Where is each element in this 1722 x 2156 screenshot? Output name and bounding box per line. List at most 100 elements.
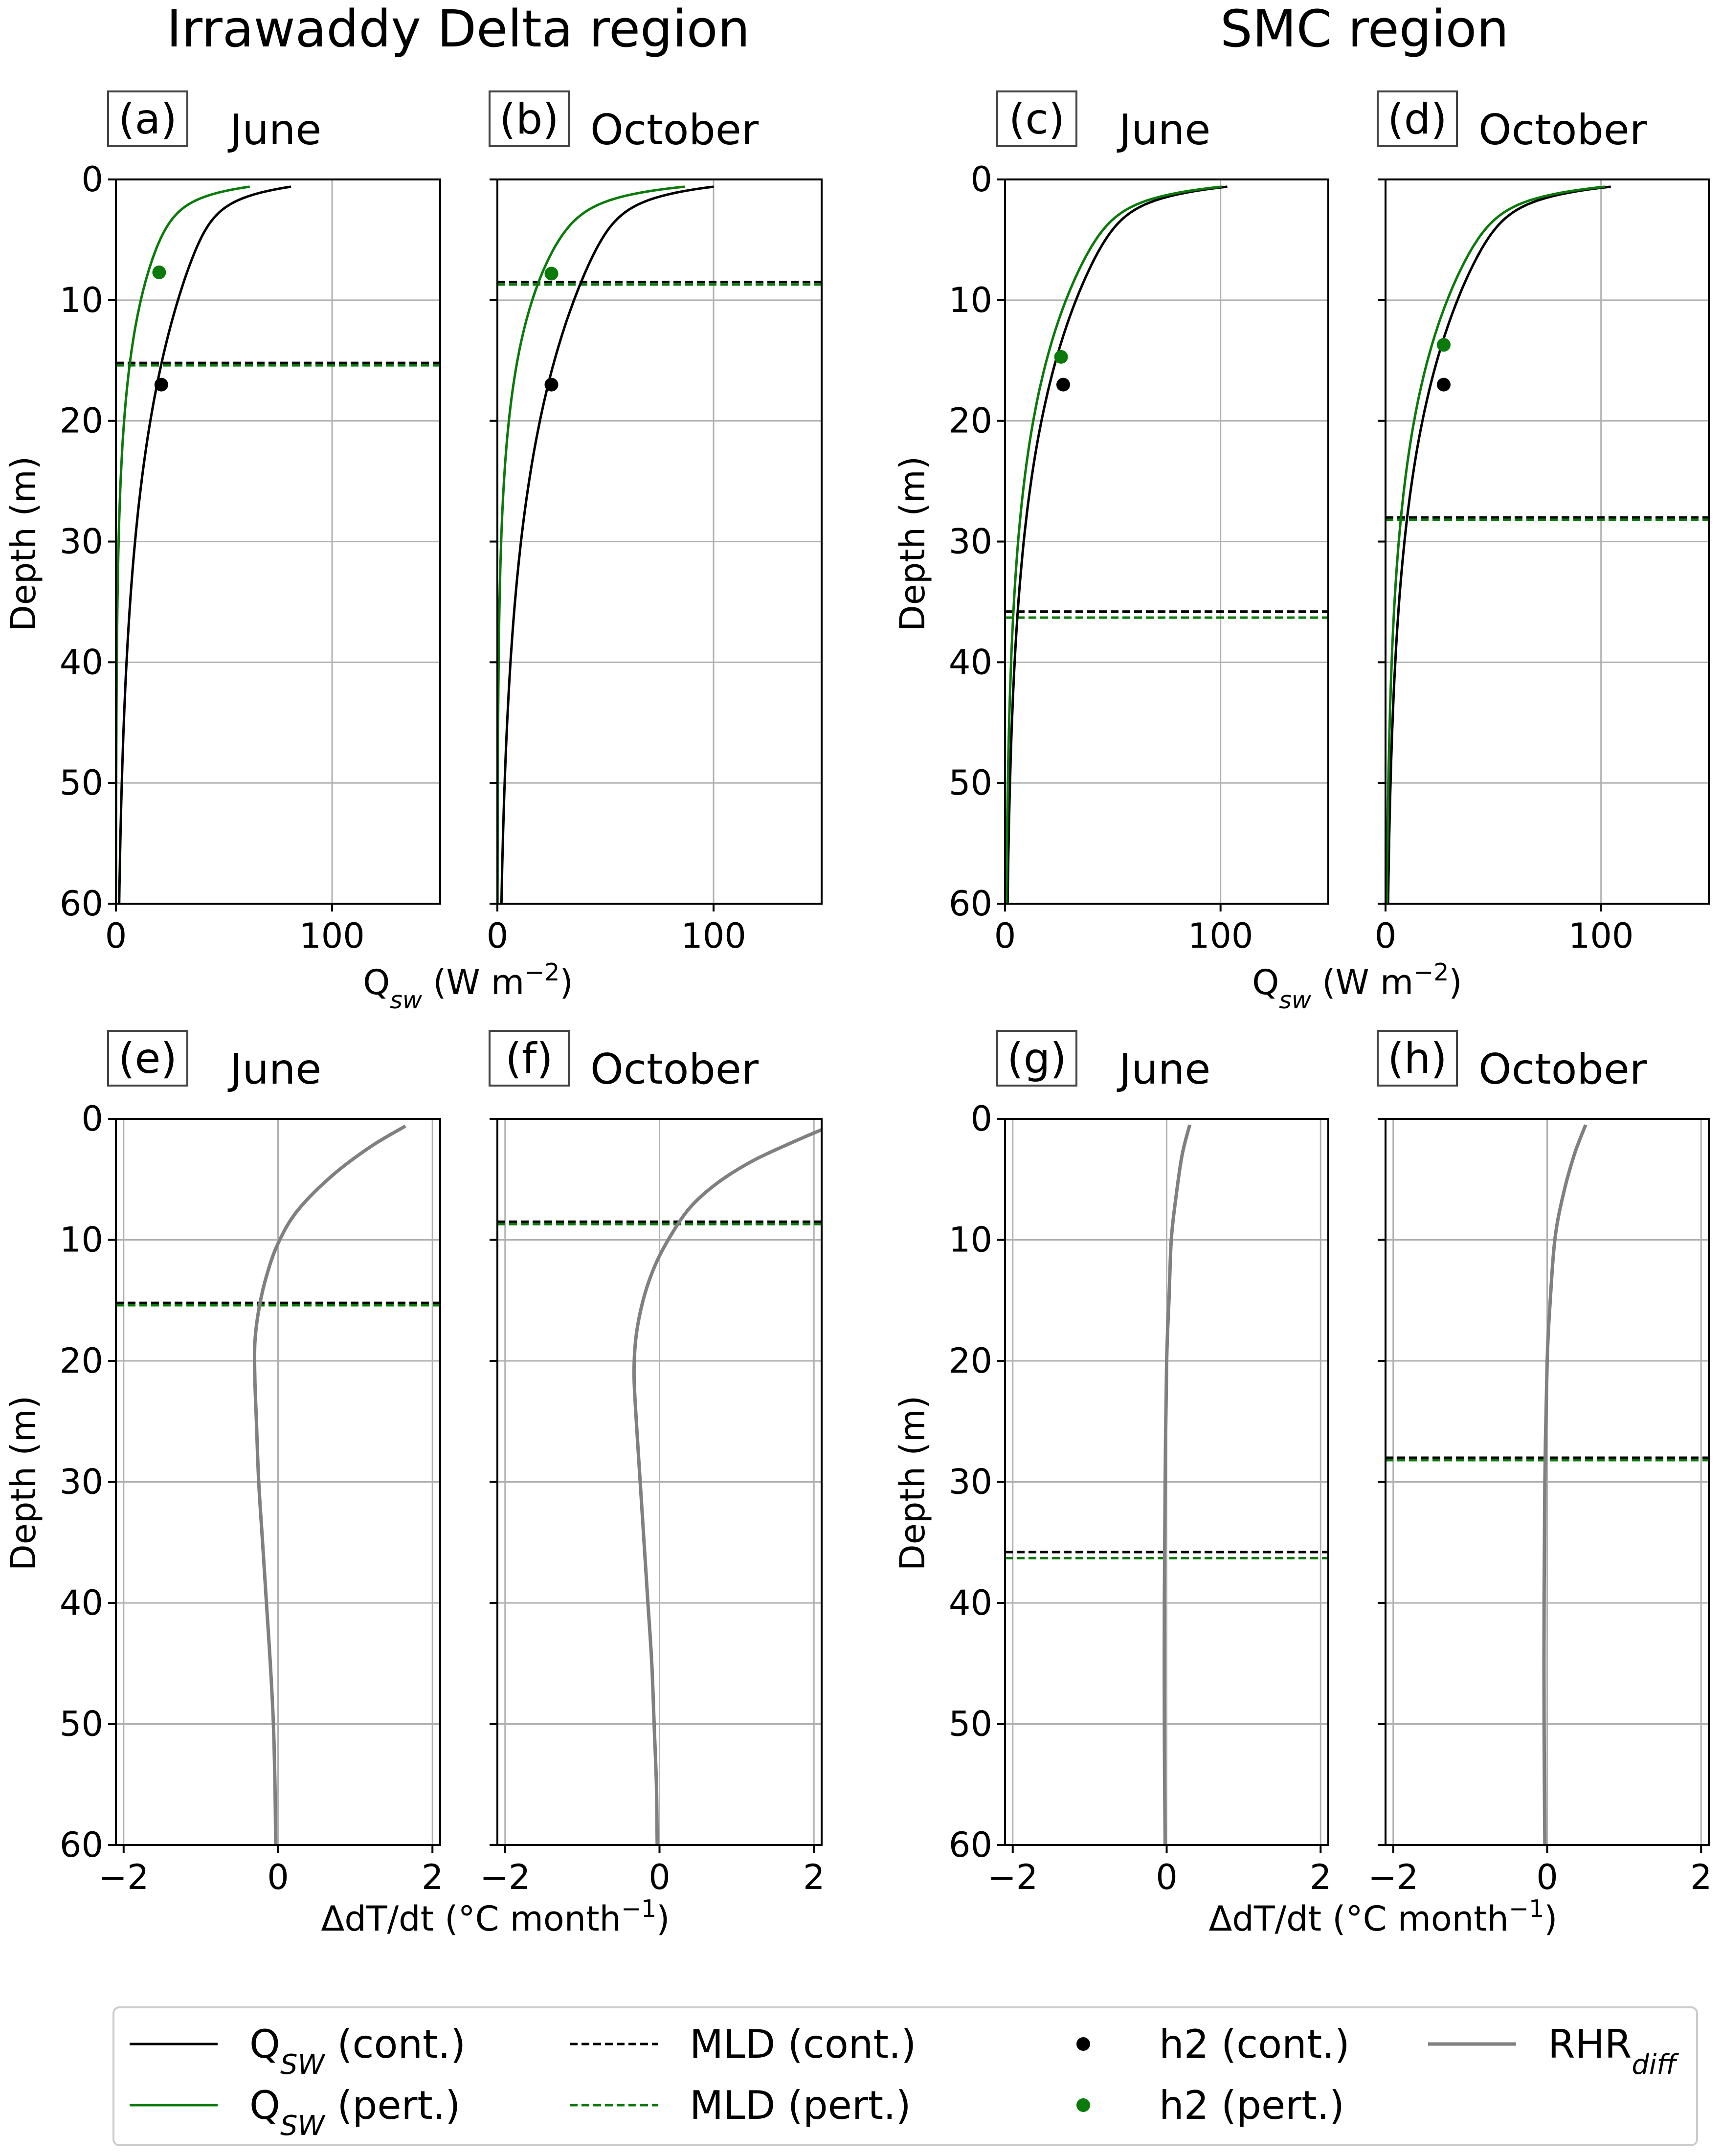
h2-pert-marker [1054, 350, 1068, 364]
panel-tag: (e) [118, 1034, 177, 1083]
panel-tag: (c) [1009, 95, 1065, 144]
panel-tag-box [1377, 1030, 1458, 1087]
label-part: ) [1449, 962, 1462, 1002]
label-part: (W m [1311, 962, 1413, 1002]
region-title-irrawaddy: Irrawaddy Delta region [167, 0, 750, 59]
tick-label-y: 20 [949, 1341, 992, 1381]
ylabel-top-right: Depth (m) [893, 456, 933, 631]
ylabel-bottom-left: Depth (m) [3, 1396, 44, 1571]
legend: QSW (cont.)QSW (pert.) MLD (cont.) MLD (pe… [112, 2006, 1698, 2146]
legend-item: QSW (pert.) [130, 2083, 460, 2142]
region-title-smc: SMC region [1220, 0, 1509, 59]
legend-item: h2 (pert.) [1076, 2083, 1344, 2128]
panel-month: June [227, 1045, 321, 1094]
tick-label-y: 50 [60, 1704, 103, 1744]
legend-frame [112, 2006, 1698, 2146]
tick-label-y: 10 [949, 1220, 992, 1260]
ylabel-bottom-right: Depth (m) [893, 1396, 933, 1571]
label-part: MLD (cont.) [690, 2022, 916, 2067]
tick-label-y: 40 [949, 1583, 992, 1623]
rhr-diff-line [632, 1128, 822, 1845]
label-part: −1 [621, 1895, 656, 1923]
panel-tag-box [996, 90, 1077, 147]
tick-label-x: 100 [299, 916, 365, 956]
tick-label-x: 100 [681, 916, 746, 956]
tick-label-y: 20 [60, 401, 103, 441]
qsw-cont-line [1006, 185, 1228, 904]
panel-month: June [1117, 106, 1210, 155]
h2-cont-marker [154, 378, 168, 392]
axes-frame [115, 1118, 441, 1846]
panel-tag: (d) [1387, 95, 1447, 144]
tick-label-y: 60 [949, 1825, 992, 1865]
panel-b: 0 100 (b) October [487, 90, 823, 956]
legend-label: RHRdiff [1548, 2022, 1679, 2081]
tick-label-x: 0 [1375, 916, 1397, 956]
label-part: −1 [1509, 1895, 1544, 1923]
plot-area [1386, 185, 1709, 904]
tick-label-y: 60 [949, 884, 992, 924]
axes-frame [1385, 178, 1710, 905]
rhr-diff-line [1163, 1124, 1192, 1845]
tick-label-x: 0 [994, 916, 1016, 956]
tick-label-x: −2 [1368, 1857, 1418, 1897]
legend-label: MLD (cont.) [690, 2022, 916, 2067]
tick-label-x: −2 [987, 1857, 1038, 1897]
axes-frame [1004, 1118, 1329, 1846]
tick-label-y: 20 [60, 1341, 103, 1381]
qsw-cont-line [500, 185, 714, 904]
tick-label-y: 40 [949, 642, 992, 682]
tick-label-x: 0 [267, 1857, 289, 1897]
qsw-cont-line [118, 185, 291, 904]
xlabel-bottom-left: ΔdT/dt (°C month−1) [321, 1895, 670, 1939]
panel-tag-box [489, 1030, 570, 1087]
tick-label-y: 20 [949, 401, 992, 441]
label-part: sw [1279, 986, 1312, 1014]
tick-label-x: 0 [1536, 1857, 1558, 1897]
label-part: −2 [1413, 958, 1449, 986]
panel-h: −2 0 2 (h) October [1368, 1030, 1712, 1897]
rhr-diff-line [1542, 1124, 1588, 1845]
panel-tag-box [996, 1030, 1077, 1087]
h2-pert-marker [152, 266, 166, 280]
axes-frame [1385, 1118, 1710, 1846]
label-part: SW [280, 2110, 326, 2142]
panel-month: June [1117, 1045, 1210, 1094]
xlabel-top-right: Qsw (W m−2) [1252, 958, 1462, 1014]
ylabel-top-left: Depth (m) [3, 456, 44, 631]
plot-area [497, 1128, 822, 1845]
tick-label-x: 2 [803, 1857, 825, 1897]
legend-item: QSW (cont.) [130, 2022, 466, 2081]
label-part: (pert.) [325, 2083, 461, 2128]
xlabel-top-left: Qsw (W m−2) [363, 958, 573, 1014]
panel-tag: (b) [499, 95, 559, 144]
plot-area [116, 1124, 440, 1845]
legend-item: h2 (cont.) [1076, 2022, 1350, 2067]
h2-cont-marker [1436, 378, 1451, 392]
plot-area [1386, 1124, 1709, 1845]
label-part: Q [1252, 962, 1279, 1002]
tick-label-x: 0 [649, 1857, 671, 1897]
label-part: MLD (pert.) [690, 2083, 911, 2128]
tick-label-y: 0 [970, 159, 992, 200]
tick-label-x: 0 [105, 916, 127, 956]
axes-frame [1004, 178, 1329, 905]
panel-month: October [1478, 106, 1647, 155]
h2-pert-marker [544, 267, 559, 281]
axes-frame [496, 178, 823, 905]
label-part: (cont.) [325, 2022, 466, 2067]
h2-pert-marker [1436, 338, 1451, 352]
label-part: (W m [422, 962, 524, 1002]
panel-month: October [590, 106, 759, 155]
panel-tag: (f) [505, 1034, 553, 1083]
label-part: ΔdT/dt (°C month [1209, 1899, 1509, 1939]
panel-e: 0 10 20 30 40 50 60−2 0 2 (e) June [60, 1030, 444, 1897]
tick-label-x: 2 [422, 1857, 444, 1897]
panel-tag-box [1377, 90, 1458, 147]
legend-label: MLD (pert.) [690, 2083, 911, 2128]
tick-label-y: 40 [60, 642, 103, 682]
panel-g: 0 10 20 30 40 50 60−2 0 2 (g) June [949, 1030, 1332, 1897]
